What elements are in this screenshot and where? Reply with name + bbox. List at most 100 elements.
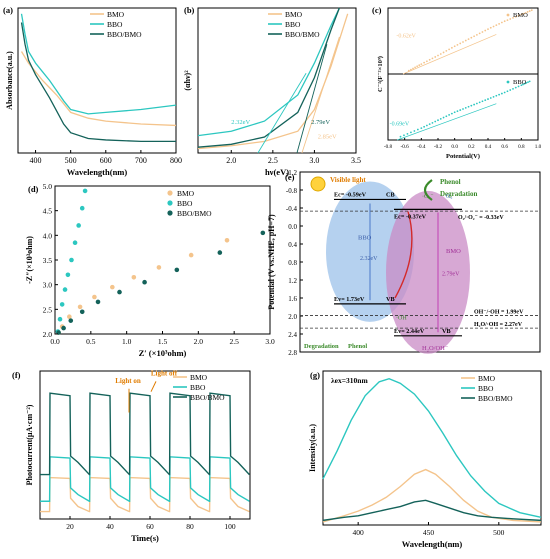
y-tick-label: 2.0 [43,330,53,339]
point-bbo [62,287,68,292]
scatter-point-bmo [418,64,421,67]
panel-a: 400 500 600 700 800 Wavelength(nm) Absorbance(… [3,5,182,177]
scatter-point-bbo [431,121,434,124]
scatter-point-bbo [462,108,464,110]
electron-transfer-arrow [394,211,413,299]
tangent-bbo-bmo [296,44,328,154]
series-line-bbo-bmo [20,22,176,143]
scatter-point-bmo [412,67,414,70]
x-tick-label: 0.8 [518,144,525,150]
panel-label: (b) [184,5,195,15]
y-tick-label: 4.5 [43,207,53,216]
x-tick-label: 400 [353,528,365,537]
scatter-point-bbo [509,89,512,91]
point-bbo-bmo [117,289,122,295]
scatter-point-bbo [523,82,526,85]
scatter-point-bbo [423,125,426,128]
y-tick-label: 5.0 [43,182,53,191]
scatter-point-bbo [492,95,495,98]
scatter-point-bbo [425,124,428,127]
scatter-point-bmo [464,39,467,42]
h2o-oh-label: H₂O/OH⁻ [422,345,448,352]
legend-label: BBO [107,20,123,29]
point-bmo [131,274,137,280]
scatter-point-bbo [484,99,487,102]
legend-label: BMO [190,373,208,382]
legend-label: BBO [513,79,527,86]
y-axis-label: -Z″(×10³ohm) [25,236,34,284]
scatter-point-bbo [453,111,456,114]
tangent-bmo [301,36,340,154]
panel-c: -0.62eV -0.69eV BMO BBO -0.8 -0.6 -0.4 -0.2 0.0 0… [372,5,542,160]
point-bbo [76,223,81,228]
fit-line-bbo [397,103,497,141]
legend-label: BBO/BMO [107,30,142,39]
scatter-point-bbo [512,87,514,90]
legend-label: BBO [177,199,193,208]
x-tick-label: -0.4 [417,144,426,150]
panel-g: 400 450 500 Wavelength(nm) Intensity(a.u.) BM… [308,370,542,549]
legend-label: BMO [177,189,195,198]
plot-frame [54,185,271,335]
scatter-point-bmo [492,25,495,28]
scatter-point-bmo [509,18,512,20]
scatter-point-bmo [470,36,473,39]
x-tick-label: 3.0 [309,156,319,165]
scatter-point-bmo [478,32,481,35]
x-tick-label: 700 [135,156,147,165]
scatter-point-bmo [489,26,492,29]
scatter-point-bmo [484,29,487,32]
x-axis-label: hν(eV) [265,167,289,177]
degradation-top-arrow [423,179,433,201]
point-bbo-bmo [260,230,266,236]
phenol-bottom-label: Phenol [348,343,367,350]
x-tick-label: 1.0 [122,337,132,346]
scatter-point-bmo [428,58,431,61]
light-off-label: Light off [151,369,178,377]
scatter-point-bmo [481,31,484,33]
o2-couple-label: O₂/·O₂⁻ = -0.33eV [458,215,504,221]
scatter-point-bbo [528,80,531,83]
bmo-vb-tag: VB [442,328,451,335]
legend-label: BBO/BMO [478,394,513,403]
x-tick-label: 20 [66,522,74,531]
y-tick-label: -0.8 [286,187,298,195]
y-tick-label: 0.0 [288,223,297,231]
bmo-cb-label: Ec= -0.37eV [394,213,427,220]
y-axis-label: C⁻²(F⁻²×10⁹) [377,56,384,92]
point-bbo-bmo [95,299,101,305]
scatter-point-bbo [481,100,484,103]
y-tick-label: 2.5 [43,305,53,314]
scatter-point-bbo [478,101,481,104]
x-tick-label: 800 [170,156,182,165]
x-tick-label: -0.2 [434,144,443,150]
scatter-point-bbo [416,128,419,131]
oh-couple1-label: OH⁻/·OH = 1.99eV [474,310,524,316]
scatter-point-bbo [514,86,517,89]
x-tick-label: 500 [493,528,505,537]
scatter-point-bmo [503,20,506,23]
x-tick-label: -0.6 [401,144,410,150]
tangent-bbo [257,73,307,154]
annotation-bmo-gap: 2.85eV [318,134,337,141]
scatter-point-bmo [459,42,462,45]
y-tick-label: 1.6 [288,295,297,303]
y-tick-label: 0.8 [288,259,297,267]
x-tick-label: 0.6 [501,144,508,150]
sun-icon [310,176,326,192]
scatter-point-bbo [413,130,416,132]
excitation-label: λex=310nm [331,376,368,385]
legend-label: BBO [478,384,494,393]
scatter-point-bmo [512,17,514,19]
x-axis-label: Z′ (×10³ohm) [139,348,187,358]
series-line-bmo [40,476,250,513]
scatter-point-bbo [420,127,423,130]
scatter-point-bmo [522,12,525,15]
scatter-point-bbo [498,93,501,96]
scatter-point-bbo [437,119,439,122]
scatter-point-bbo [399,135,402,138]
scatter-point-bmo [530,9,533,12]
scatter-point-bbo [522,83,524,86]
scatter-point-bmo [524,11,527,14]
x-axis-label: Wavelength(nm) [402,539,463,549]
